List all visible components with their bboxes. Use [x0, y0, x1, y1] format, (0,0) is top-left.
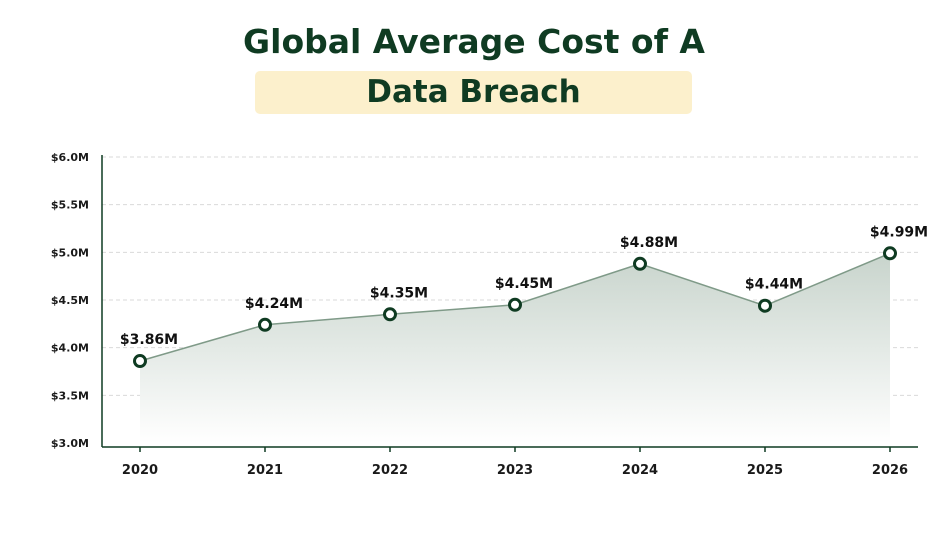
data-point-marker — [883, 246, 897, 261]
area-fill — [140, 253, 890, 443]
data-value-label: $4.35M — [370, 285, 428, 301]
chart-title-line-2: Data Breach — [366, 74, 581, 110]
y-tick-label: $3.0M — [51, 437, 89, 450]
data-value-label: $4.99M — [870, 224, 928, 240]
data-point-marker — [133, 354, 147, 369]
y-tick-label: $6.0M — [51, 151, 89, 164]
y-tick-label: $3.5M — [51, 389, 89, 402]
data-point-marker — [633, 256, 647, 271]
x-tick-label: 2020 — [122, 463, 158, 478]
data-value-label: $4.45M — [495, 276, 553, 292]
x-tick-label: 2023 — [497, 463, 533, 478]
data-point-marker — [508, 297, 522, 312]
title-highlight-box — [255, 71, 692, 114]
data-value-label: $4.24M — [245, 296, 303, 312]
y-tick-label: $4.0M — [51, 342, 89, 355]
data-value-label: $3.86M — [120, 332, 178, 348]
data-value-label: $4.44M — [745, 277, 803, 293]
y-tick-label: $5.0M — [51, 246, 89, 259]
x-tick-label: 2025 — [747, 463, 783, 478]
x-tick-label: 2026 — [872, 463, 908, 478]
x-tick-label: 2021 — [247, 463, 283, 478]
chart-title-line-1: Global Average Cost of A — [243, 22, 705, 61]
y-tick-label: $4.5M — [51, 294, 89, 307]
x-tick-label: 2022 — [372, 463, 408, 478]
data-point-marker — [383, 307, 397, 322]
data-value-label: $4.88M — [620, 235, 678, 251]
x-tick-label: 2024 — [622, 463, 658, 478]
data-point-marker — [258, 317, 272, 332]
data-point-marker — [758, 298, 772, 313]
y-tick-label: $5.5M — [51, 199, 89, 212]
